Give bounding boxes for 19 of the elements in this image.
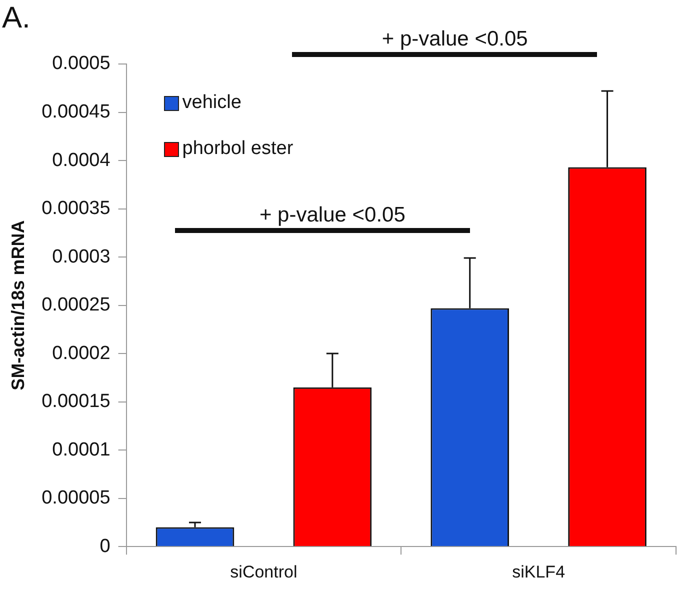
legend-label: vehicle: [182, 92, 242, 114]
y-tick-label: 0.0002: [52, 342, 110, 364]
text: + p-value <0.05: [382, 27, 528, 50]
y-tick-label: 0.0005: [52, 53, 110, 74]
y-tick-label: 0: [100, 536, 110, 557]
y-tick-label: 0.0003: [52, 246, 110, 268]
annotation: + p-value <0.05: [259, 203, 406, 226]
y-axis-title: SM-actin/18s mRNA: [8, 220, 28, 390]
y-tick-label: 0.0004: [52, 150, 111, 171]
y-tick-label: 0.00015: [42, 391, 110, 412]
legend-label: phorbol ester: [182, 138, 294, 160]
x-tick-label: siKLF4: [512, 562, 566, 582]
y-tick-label: 0.00035: [42, 198, 110, 220]
chart-title: A.: [2, 1, 30, 34]
x-tick-label: siControl: [230, 562, 298, 582]
y-tick-label: 0.00045: [42, 101, 110, 122]
y-tick-label: 0.00025: [42, 294, 110, 316]
y-tick-label: 0.0001: [52, 439, 110, 460]
y-tick-label: 0.00005: [42, 488, 110, 509]
